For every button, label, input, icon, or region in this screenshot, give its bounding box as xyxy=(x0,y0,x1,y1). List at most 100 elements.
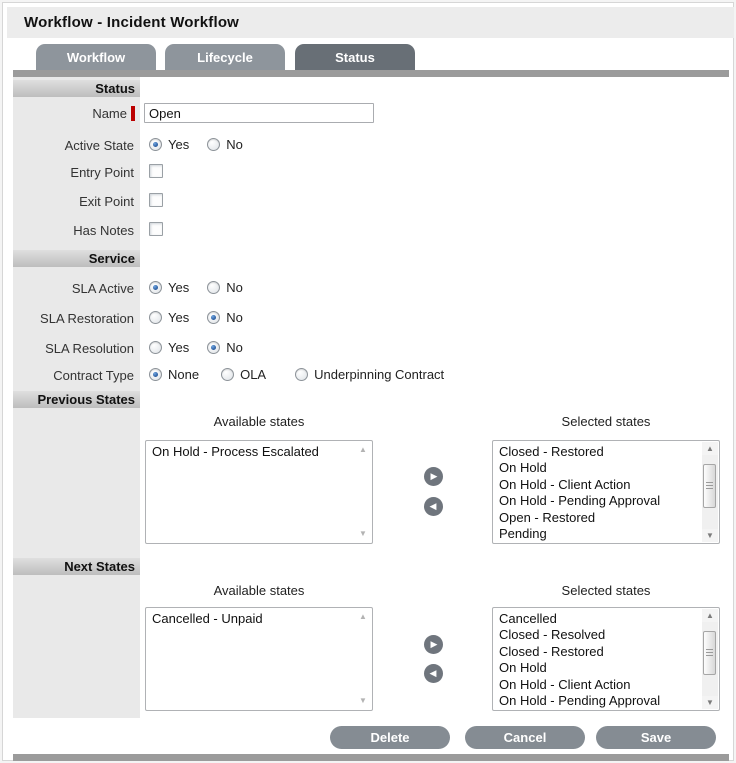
list-item[interactable]: Pending xyxy=(499,526,547,542)
active-state-no-radio[interactable] xyxy=(207,137,221,151)
next-available-states-label: Available states xyxy=(213,583,305,598)
previous-available-items: On Hold - Process Escalated xyxy=(147,442,354,542)
previous-available-states-label: Available states xyxy=(213,414,305,429)
scroll-down-icon[interactable]: ▼ xyxy=(702,529,718,542)
sla-resolution-no-option: No xyxy=(207,340,243,355)
list-item[interactable]: On Hold - Client Action xyxy=(499,476,631,492)
name-input[interactable] xyxy=(144,103,374,123)
sla-resolution-yes-radio[interactable] xyxy=(149,340,162,354)
section-header-status: Status xyxy=(13,80,140,97)
tab-status[interactable]: Status xyxy=(295,44,415,71)
scroll-up-icon[interactable]: ▲ xyxy=(702,609,718,622)
contract-type-radio-group: None OLA Underpinning Contract xyxy=(149,366,444,382)
cancel-button[interactable]: Cancel xyxy=(465,726,585,749)
tab-divider-bar xyxy=(13,70,729,77)
scroll-down-icon[interactable]: ▼ xyxy=(359,696,367,705)
has-notes-checkbox[interactable] xyxy=(149,222,163,236)
contract-ola-option: OLA xyxy=(221,367,266,382)
section-header-previous-states: Previous States xyxy=(13,391,140,408)
sla-restoration-label: SLA Restoration xyxy=(40,310,134,326)
sla-restoration-no-radio[interactable] xyxy=(207,310,221,324)
tab-workflow-label: Workflow xyxy=(66,50,126,65)
list-item[interactable]: Closed - Resolved xyxy=(499,627,606,643)
sla-resolution-label: SLA Resolution xyxy=(45,340,134,356)
entry-point-checkbox[interactable] xyxy=(149,164,163,178)
scrollbar: ▲ ▼ xyxy=(355,609,371,709)
sla-restoration-yes-option: Yes xyxy=(149,310,189,325)
list-item[interactable]: On Hold - Client Action xyxy=(499,676,631,692)
next-available-items: Cancelled - Unpaid xyxy=(147,609,354,709)
contract-underpinning-option: Underpinning Contract xyxy=(295,367,444,382)
sla-active-radio-group: Yes No xyxy=(149,279,243,295)
scrollbar-thumb[interactable] xyxy=(703,631,716,675)
list-item[interactable]: Closed - Restored xyxy=(499,444,604,459)
name-label: Name xyxy=(13,104,140,122)
next-move-left-button[interactable]: ◀ xyxy=(424,664,443,683)
scrollbar: ▲ ▼ xyxy=(702,442,718,542)
list-item[interactable]: On Hold xyxy=(499,460,547,476)
scroll-up-icon[interactable]: ▲ xyxy=(702,442,718,455)
sla-resolution-yes-option: Yes xyxy=(149,340,189,355)
contract-ola-radio[interactable] xyxy=(221,367,235,381)
contract-underpinning-radio[interactable] xyxy=(295,367,309,381)
entry-point-label: Entry Point xyxy=(70,164,134,180)
previous-move-left-button[interactable]: ◀ xyxy=(424,497,443,516)
next-selected-states-label: Selected states xyxy=(561,583,651,598)
tab-workflow[interactable]: Workflow xyxy=(36,44,156,71)
scrollbar: ▲ ▼ xyxy=(355,442,371,542)
active-state-yes-radio[interactable] xyxy=(149,137,162,151)
scroll-up-icon[interactable]: ▲ xyxy=(359,445,367,454)
previous-selected-states-label: Selected states xyxy=(561,414,651,429)
previous-selected-items: Closed - Restored On Hold On Hold - Clie… xyxy=(494,442,701,542)
next-available-states-listbox[interactable]: Cancelled - Unpaid ▲ ▼ xyxy=(145,607,373,711)
sla-active-label: SLA Active xyxy=(71,280,134,296)
list-item[interactable]: On Hold - Pending Approval xyxy=(499,693,661,709)
section-header-next-states: Next States xyxy=(13,558,140,575)
section-header-service: Service xyxy=(13,250,140,267)
active-state-yes-option: Yes xyxy=(149,137,189,152)
contract-none-radio[interactable] xyxy=(149,367,162,381)
exit-point-checkbox[interactable] xyxy=(149,193,163,207)
scrollbar: ▲ ▼ xyxy=(702,609,718,709)
list-item[interactable]: Open - Restored xyxy=(499,509,596,525)
arrow-left-icon: ◀ xyxy=(429,668,437,678)
sla-restoration-no-option: No xyxy=(207,310,243,325)
sla-active-no-option: No xyxy=(207,280,243,295)
list-item[interactable]: On Hold xyxy=(499,660,547,676)
has-notes-label: Has Notes xyxy=(73,222,134,238)
list-item[interactable]: Cancelled xyxy=(499,611,557,626)
sla-active-yes-radio[interactable] xyxy=(149,280,162,294)
list-item[interactable]: On Hold - Pending Approval xyxy=(499,493,661,509)
scroll-up-icon[interactable]: ▲ xyxy=(359,612,367,621)
active-state-label: Active State xyxy=(64,137,134,153)
tab-status-label: Status xyxy=(335,50,375,65)
list-item[interactable]: On Hold - Process Escalated xyxy=(152,444,319,459)
sla-active-yes-option: Yes xyxy=(149,280,189,295)
previous-selected-states-listbox[interactable]: Closed - Restored On Hold On Hold - Clie… xyxy=(492,440,720,544)
previous-move-right-button[interactable]: ▶ xyxy=(424,467,443,486)
scrollbar-thumb[interactable] xyxy=(703,464,716,508)
scroll-down-icon[interactable]: ▼ xyxy=(702,696,718,709)
sla-active-no-radio[interactable] xyxy=(207,280,221,294)
sla-resolution-no-radio[interactable] xyxy=(207,340,221,354)
next-move-right-button[interactable]: ▶ xyxy=(424,635,443,654)
delete-button[interactable]: Delete xyxy=(330,726,450,749)
tab-lifecycle-label: Lifecycle xyxy=(197,50,253,65)
page-title: Workflow - Incident Workflow xyxy=(24,14,240,31)
scroll-down-icon[interactable]: ▼ xyxy=(359,529,367,538)
previous-available-states-listbox[interactable]: On Hold - Process Escalated ▲ ▼ xyxy=(145,440,373,544)
required-marker xyxy=(131,105,135,121)
sla-restoration-radio-group: Yes No xyxy=(149,309,243,325)
arrow-right-icon: ▶ xyxy=(430,639,438,649)
next-selected-states-listbox[interactable]: Cancelled Closed - Resolved Closed - Res… xyxy=(492,607,720,711)
list-item[interactable]: Cancelled - Unpaid xyxy=(152,611,263,626)
footer-bar xyxy=(13,754,729,761)
list-item[interactable]: Closed - Restored xyxy=(499,643,604,659)
exit-point-label: Exit Point xyxy=(79,193,134,209)
next-selected-items: Cancelled Closed - Resolved Closed - Res… xyxy=(494,609,701,709)
title-bar: Workflow - Incident Workflow xyxy=(7,7,734,38)
save-button[interactable]: Save xyxy=(596,726,716,749)
tab-lifecycle[interactable]: Lifecycle xyxy=(165,44,285,71)
sla-restoration-yes-radio[interactable] xyxy=(149,310,162,324)
